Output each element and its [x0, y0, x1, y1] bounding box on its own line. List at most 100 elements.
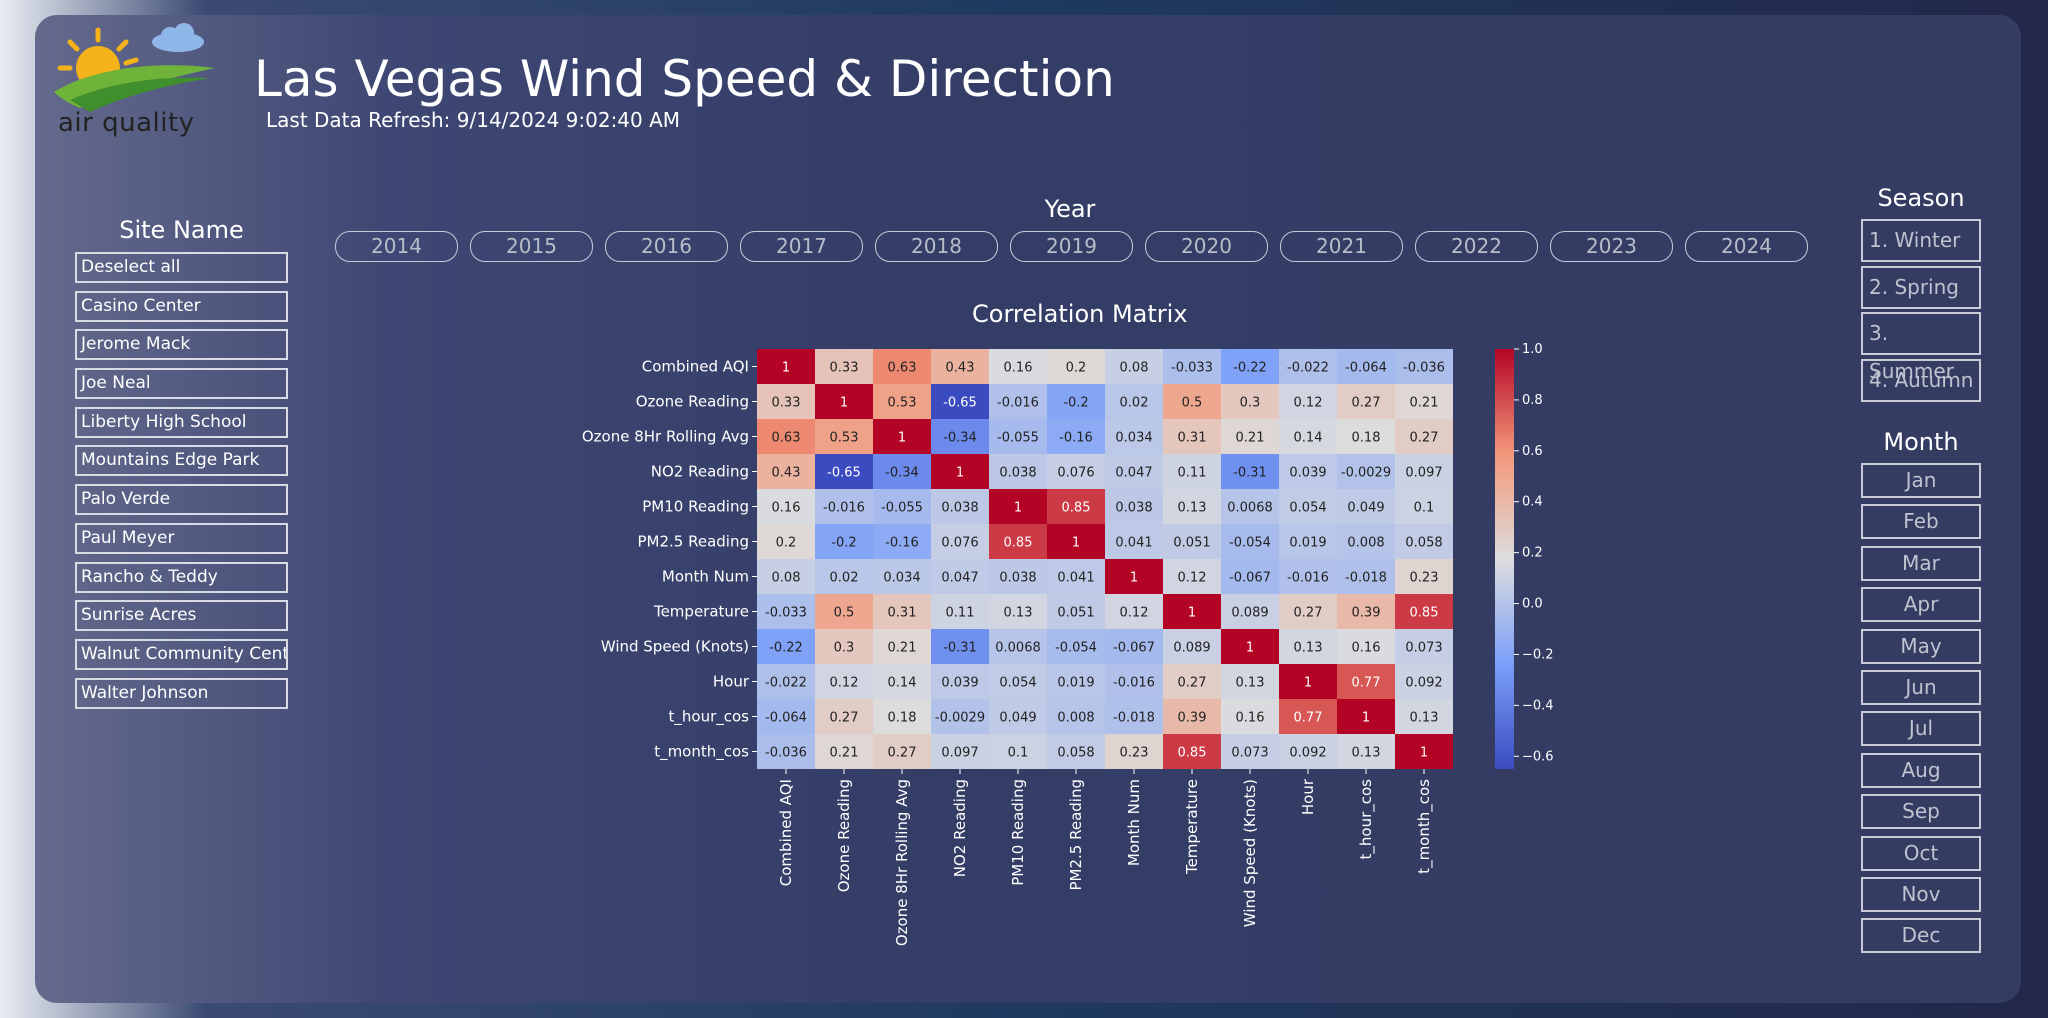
heatmap-cell-label-1-2: 0.53 — [888, 396, 917, 411]
heatmap-cell-7-7 — [1163, 594, 1221, 629]
site-option-8[interactable]: Rancho & Teddy — [75, 561, 288, 593]
heatmap-cell-0-8 — [1221, 349, 1279, 384]
year-button-10[interactable]: 2024 — [1685, 231, 1808, 262]
heatmap-cell-label-3-1: -0.65 — [827, 466, 861, 481]
year-button-2[interactable]: 2016 — [605, 231, 728, 262]
heatmap-cell-7-10 — [1337, 594, 1395, 629]
month-option-4[interactable]: May — [1861, 628, 1981, 664]
heatmap-cell-label-5-5: 1 — [1072, 536, 1080, 551]
heatmap-cell-7-0 — [757, 594, 815, 629]
chart-title: Correlation Matrix — [972, 300, 1188, 328]
site-option-9[interactable]: Sunrise Acres — [75, 600, 288, 632]
season-option-0[interactable]: 1. Winter — [1861, 219, 1981, 262]
site-option-11[interactable]: Walter Johnson — [75, 677, 288, 709]
year-button-0[interactable]: 2014 — [335, 231, 458, 262]
month-option-6[interactable]: Jul — [1861, 711, 1981, 747]
year-button-8[interactable]: 2022 — [1415, 231, 1538, 262]
site-option-2[interactable]: Jerome Mack — [75, 329, 288, 361]
heatmap-cell-label-3-3: 1 — [956, 466, 964, 481]
season-option-1[interactable]: 2. Spring — [1861, 265, 1981, 309]
year-button-6[interactable]: 2020 — [1145, 231, 1268, 262]
heatmap-cell-label-2-9: 0.14 — [1294, 431, 1323, 446]
year-button-3[interactable]: 2017 — [740, 231, 863, 262]
heatmap-cell-2-7 — [1163, 419, 1221, 454]
heatmap-cell-label-6-5: 0.041 — [1057, 571, 1094, 586]
heatmap-cell-label-2-5: -0.16 — [1059, 431, 1093, 446]
heatmap-cell-10-11 — [1395, 699, 1453, 734]
month-option-7[interactable]: Aug — [1861, 752, 1981, 788]
month-option-2[interactable]: Mar — [1861, 545, 1981, 581]
heatmap-cell-label-3-5: 0.076 — [1057, 466, 1094, 481]
site-option-6[interactable]: Palo Verde — [75, 484, 288, 516]
heatmap-cell-label-1-3: -0.65 — [943, 396, 977, 411]
heatmap-cell-label-7-5: 0.051 — [1057, 606, 1094, 621]
month-title: Month — [1883, 428, 1959, 456]
heatmap-cell-9-6 — [1105, 664, 1163, 699]
heatmap-cell-label-2-3: -0.34 — [943, 431, 977, 446]
site-option-5[interactable]: Mountains Edge Park — [75, 445, 288, 477]
year-button-5[interactable]: 2019 — [1010, 231, 1133, 262]
year-button-1[interactable]: 2015 — [470, 231, 593, 262]
colorbar-tick-label-2: 0.6 — [1522, 444, 1543, 459]
season-option-2[interactable]: 3. Summer — [1861, 312, 1981, 383]
col-label-9: Hour — [1299, 778, 1317, 815]
heatmap-cell-2-4 — [989, 419, 1047, 454]
site-option-4[interactable]: Liberty High School — [75, 406, 288, 438]
heatmap-cell-1-9 — [1279, 384, 1337, 419]
year-slicer: 2014 2015 2016 2017 2018 2019 2020 2021 2022 2023… — [335, 231, 1808, 262]
heatmap-cell-label-11-9: 0.092 — [1289, 746, 1326, 761]
heatmap-cell-7-8 — [1221, 594, 1279, 629]
year-button-7[interactable]: 2021 — [1280, 231, 1403, 262]
heatmap-cell-label-7-1: 0.5 — [834, 606, 855, 621]
heatmap-cell-label-9-10: 0.77 — [1352, 676, 1381, 691]
heatmap-cell-3-8 — [1221, 454, 1279, 489]
month-option-9[interactable]: Oct — [1861, 835, 1981, 871]
heatmap-cell-3-1 — [815, 454, 873, 489]
heatmap-cell-5-8 — [1221, 524, 1279, 559]
year-button-9[interactable]: 2023 — [1550, 231, 1673, 262]
col-label-4: PM10 Reading — [1009, 779, 1027, 886]
month-option-10[interactable]: Nov — [1861, 876, 1981, 912]
row-label-0: Combined AQI — [642, 358, 749, 376]
heatmap-cell-0-4 — [989, 349, 1047, 384]
heatmap-cell-label-4-7: 0.13 — [1178, 501, 1207, 516]
heatmap-cell-label-5-2: -0.16 — [885, 536, 919, 551]
month-option-1[interactable]: Feb — [1861, 504, 1981, 540]
heatmap-cell-4-11 — [1395, 489, 1453, 524]
heatmap-cell-5-4 — [989, 524, 1047, 559]
row-label-5: PM2.5 Reading — [638, 533, 750, 551]
heatmap-cell-label-4-2: -0.055 — [881, 501, 923, 516]
month-option-8[interactable]: Sep — [1861, 794, 1981, 830]
col-label-5: PM2.5 Reading — [1067, 779, 1085, 891]
heatmap-cell-7-3 — [931, 594, 989, 629]
month-option-5[interactable]: Jun — [1861, 669, 1981, 705]
heatmap-cell-8-10 — [1337, 629, 1395, 664]
heatmap-cell-label-3-11: 0.097 — [1405, 466, 1442, 481]
heatmap-cell-7-11 — [1395, 594, 1453, 629]
heatmap-cell-label-9-1: 0.12 — [830, 676, 859, 691]
heatmap-cell-9-1 — [815, 664, 873, 699]
site-option-0[interactable]: Deselect all — [75, 252, 288, 283]
heatmap-cell-5-2 — [873, 524, 931, 559]
site-option-10[interactable]: Walnut Community Center — [75, 638, 288, 670]
site-option-1[interactable]: Casino Center — [75, 290, 288, 322]
heatmap-cell-4-10 — [1337, 489, 1395, 524]
heatmap-cell-11-0 — [757, 734, 815, 769]
heatmap-cell-label-8-0: -0.22 — [769, 641, 803, 656]
heatmap-cell-label-10-8: 0.16 — [1236, 711, 1265, 726]
heatmap-cell-label-11-1: 0.21 — [830, 746, 859, 761]
site-option-3[interactable]: Joe Neal — [75, 368, 288, 400]
heatmap-cell-label-7-0: -0.033 — [765, 606, 807, 621]
heatmap-cell-6-4 — [989, 559, 1047, 594]
heatmap-cell-label-0-9: -0.022 — [1287, 361, 1329, 376]
site-option-7[interactable]: Paul Meyer — [75, 522, 288, 554]
month-option-11[interactable]: Dec — [1861, 918, 1981, 954]
row-label-6: Month Num — [662, 568, 749, 586]
month-option-3[interactable]: Apr — [1861, 587, 1981, 623]
season-option-3[interactable]: 4. Autumn — [1861, 358, 1981, 402]
heatmap-cell-label-6-11: 0.23 — [1410, 571, 1439, 586]
month-option-0[interactable]: Jan — [1861, 463, 1981, 498]
heatmap-cell-9-11 — [1395, 664, 1453, 699]
year-button-4[interactable]: 2018 — [875, 231, 998, 262]
heatmap-cell-11-10 — [1337, 734, 1395, 769]
